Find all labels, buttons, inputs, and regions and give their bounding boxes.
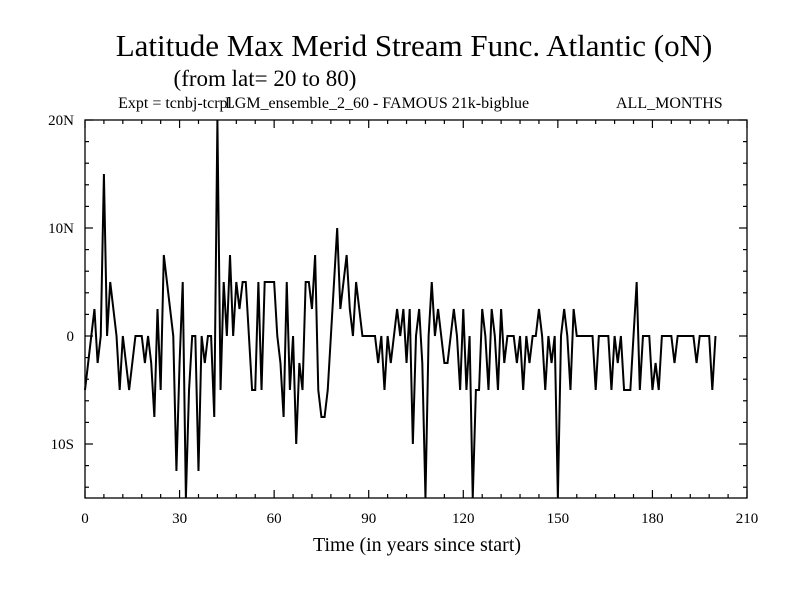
chart-title: Latitude Max Merid Stream Func. Atlantic… <box>116 28 713 63</box>
x-axis-label: Time (in years since start) <box>313 534 521 556</box>
axis-ticks <box>84 119 748 498</box>
x-tick-label-1: 30 <box>172 511 187 527</box>
y-tick-label-2: 10N <box>48 221 74 237</box>
y-tick-label-1: 0 <box>67 329 75 345</box>
experiment-name: LGM_ensemble_2_60 - FAMOUS 21k-bigblue <box>225 95 529 112</box>
y-tick-label-0: 10S <box>51 437 74 453</box>
experiment-id: Expt = tcnbj-tcrpl <box>118 95 232 112</box>
x-tick-label-5: 150 <box>547 511 570 527</box>
x-tick-label-7: 210 <box>736 511 759 527</box>
y-tick-label-3: 20N <box>48 113 74 129</box>
season-label: ALL_MONTHS <box>616 95 723 112</box>
y-tick-labels: 10S 0 10N 20N <box>48 113 74 453</box>
x-tick-label-3: 90 <box>361 511 376 527</box>
x-tick-label-0: 0 <box>81 511 89 527</box>
plot-frame <box>84 119 748 499</box>
x-tick-label-6: 180 <box>641 511 664 527</box>
x-tick-label-4: 120 <box>452 511 475 527</box>
x-tick-label-2: 60 <box>267 511 282 527</box>
chart-subtitle: (from lat= 20 to 80) <box>174 66 357 91</box>
series-line <box>84 119 717 499</box>
x-tick-labels: 0 30 60 90 120 150 180 210 <box>81 511 758 527</box>
